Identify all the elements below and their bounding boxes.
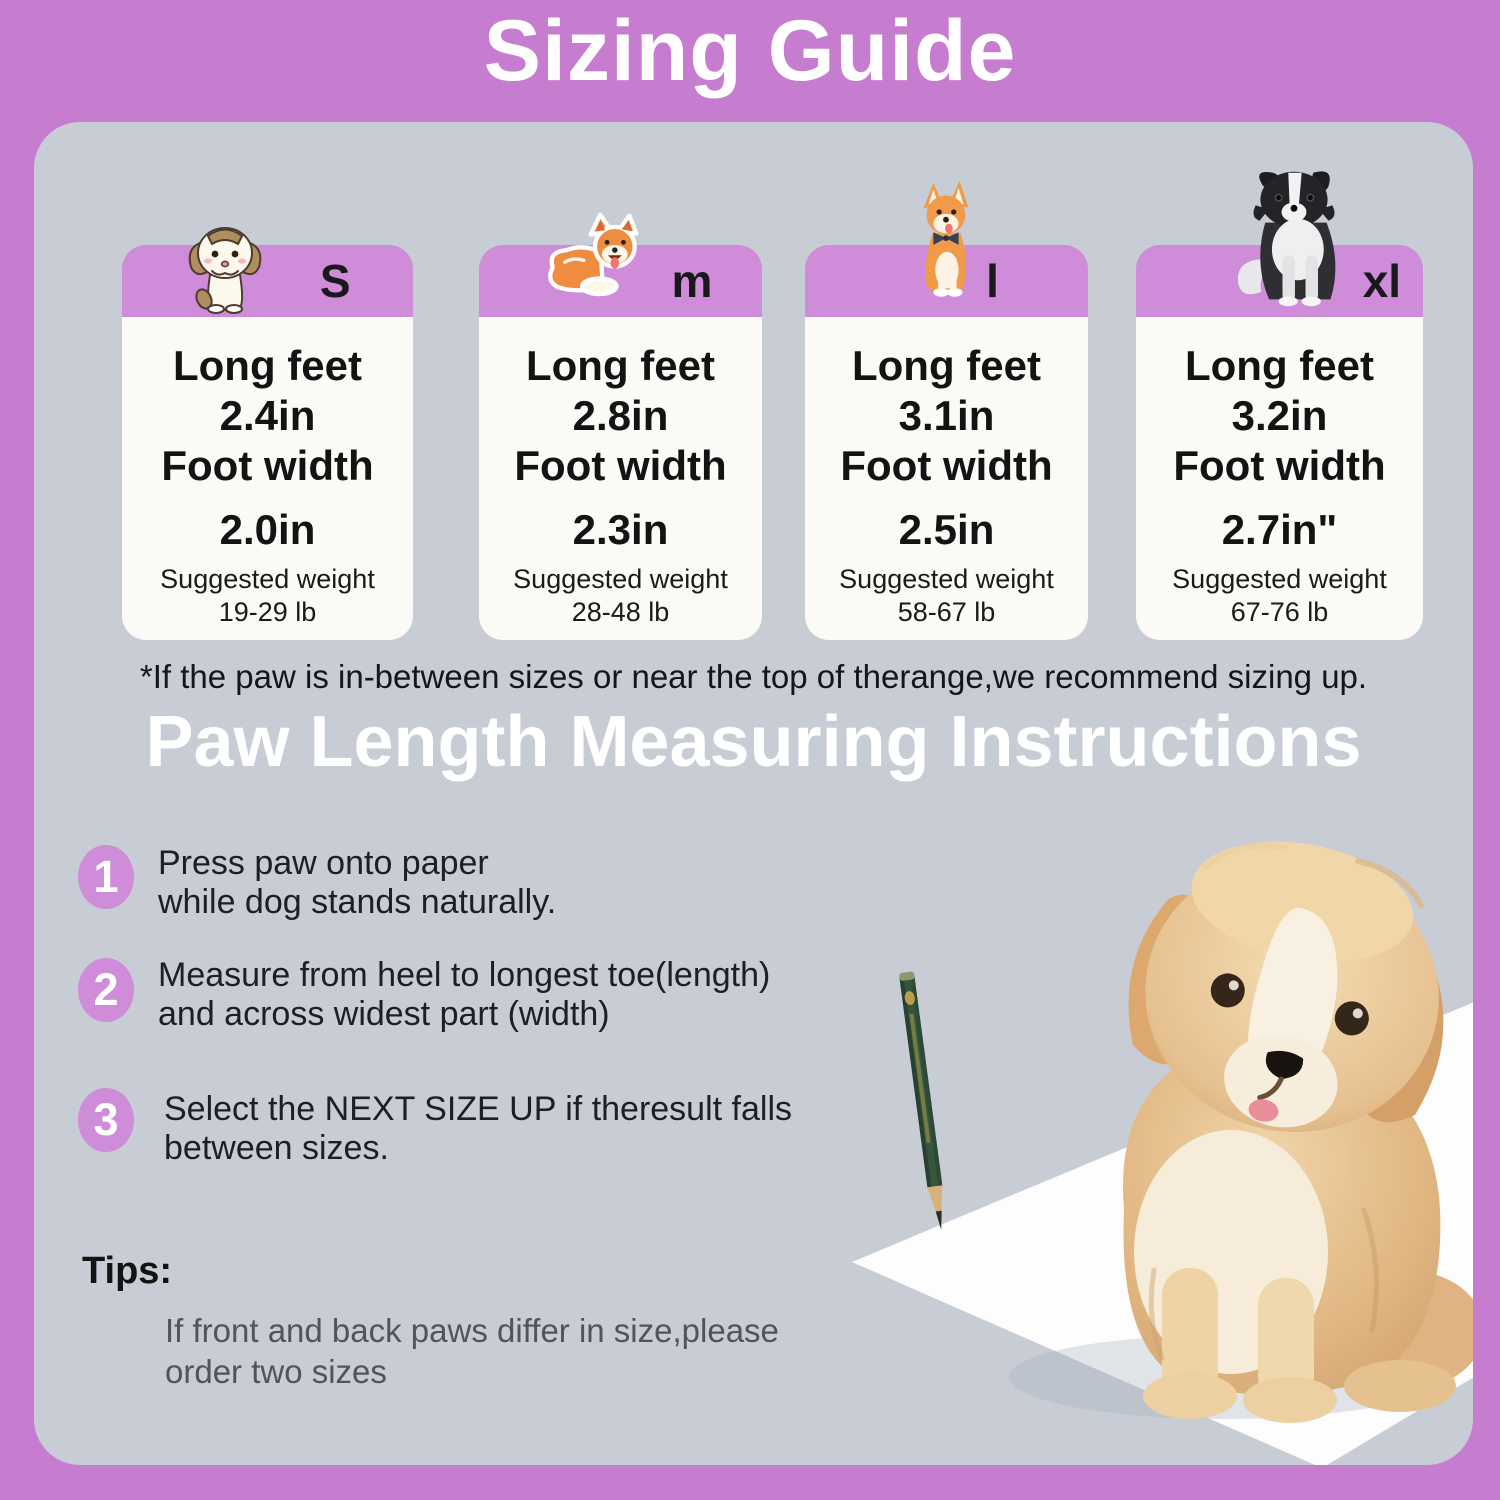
shih-tzu-puppy-icon — [188, 227, 262, 314]
step-3-line-2: between sizes. — [164, 1129, 389, 1167]
long-feet-label: Long feet — [526, 342, 715, 389]
step-3-text: Select the NEXT SIZE UP if theresult fal… — [164, 1090, 792, 1168]
sizing-note: *If the paw is in-between sizes or near … — [139, 658, 1368, 695]
long-feet-label: Long feet — [852, 342, 1041, 389]
weight-label: Suggested weight — [1172, 564, 1387, 594]
border-collie-icon — [1237, 171, 1336, 307]
long-feet-label: Long feet — [173, 342, 362, 389]
step-1-line-1: Press paw onto paper — [158, 844, 489, 882]
paper-sheet — [852, 1002, 1473, 1465]
size-card-s: S Long feet 2.4in Foot width 2.0in Sugge… — [122, 227, 413, 640]
step-1-text: Press paw onto paper while dog stands na… — [158, 844, 556, 922]
foot-width-value: 2.3in — [572, 506, 669, 553]
page-title: Sizing Guide — [483, 3, 1017, 99]
weight-value: 19-29 lb — [218, 597, 317, 627]
step-1-line-2: while dog stands naturally. — [158, 883, 557, 921]
tips-heading: Tips: — [82, 1250, 173, 1292]
weight-label: Suggested weight — [839, 564, 1054, 594]
foot-width-value: 2.5in — [898, 506, 995, 553]
foot-width-value: 2.7in" — [1221, 506, 1338, 553]
weight-label: Suggested weight — [160, 564, 375, 594]
tips-line-1: If front and back paws differ in size,pl… — [165, 1312, 779, 1349]
corgi-lying-icon — [548, 212, 639, 297]
instructions-heading: Paw Length Measuring Instructions — [145, 702, 1362, 782]
tips-line-2: order two sizes — [165, 1353, 387, 1390]
size-card-header: S — [122, 245, 413, 317]
long-feet-value: 3.1in — [898, 392, 995, 439]
step-3-line-1: Select the NEXT SIZE UP if theresult fal… — [164, 1090, 793, 1128]
puppy-shadow — [1009, 1335, 1439, 1419]
weight-value: 58-67 lb — [897, 597, 996, 627]
step-3-number: 3 — [78, 1088, 134, 1152]
pencil-illustration — [899, 971, 943, 1230]
weight-label: Suggested weight — [513, 564, 728, 594]
foot-width-label: Foot width — [161, 442, 374, 489]
puppy-photo — [1123, 841, 1473, 1423]
step-2-line-2: and across widest part (width) — [158, 995, 610, 1033]
size-card-m: m Long feet 2.8in Foot width 2.3in Sugge… — [479, 212, 762, 640]
step-2-line-1: Measure from heel to longest toe(length) — [158, 956, 771, 994]
tips-text: If front and back paws differ in size,pl… — [165, 1310, 779, 1392]
step-1-number: 1 — [78, 845, 134, 909]
foot-width-label: Foot width — [1173, 442, 1386, 489]
size-label: m — [671, 255, 713, 307]
size-card-body: Long feet 2.4in Foot width 2.0in Suggest… — [122, 317, 413, 640]
foot-width-value: 2.0in — [219, 506, 316, 553]
long-feet-value: 2.8in — [572, 392, 669, 439]
corgi-sitting-bowtie-icon — [923, 180, 969, 297]
size-card-body: Long feet 2.8in Foot width 2.3in Suggest… — [479, 317, 762, 640]
size-card-body: Long feet 3.1in Foot width 2.5in Suggest… — [805, 317, 1088, 640]
long-feet-value: 3.2in — [1231, 392, 1328, 439]
foot-width-label: Foot width — [840, 442, 1053, 489]
size-card-body: Long feet 3.2in Foot width 2.7in" Sugges… — [1136, 317, 1423, 640]
long-feet-label: Long feet — [1185, 342, 1374, 389]
size-label: l — [986, 255, 999, 307]
weight-value: 28-48 lb — [571, 597, 670, 627]
long-feet-value: 2.4in — [219, 392, 316, 439]
step-2-text: Measure from heel to longest toe(length)… — [158, 956, 770, 1034]
size-card-xl: xl Long feet 3.2in Foot width 2.7in" Sug… — [1136, 171, 1423, 640]
size-card-l: l Long feet 3.1in Foot width 2.5in Sugge… — [805, 180, 1088, 640]
foot-width-label: Foot width — [514, 442, 727, 489]
size-label: S — [319, 255, 351, 307]
content-panel: S Long feet 2.4in Foot width 2.0in Sugge… — [34, 122, 1473, 1465]
weight-value: 67-76 lb — [1230, 597, 1329, 627]
step-2-number: 2 — [78, 958, 134, 1022]
size-label: xl — [1362, 255, 1402, 307]
